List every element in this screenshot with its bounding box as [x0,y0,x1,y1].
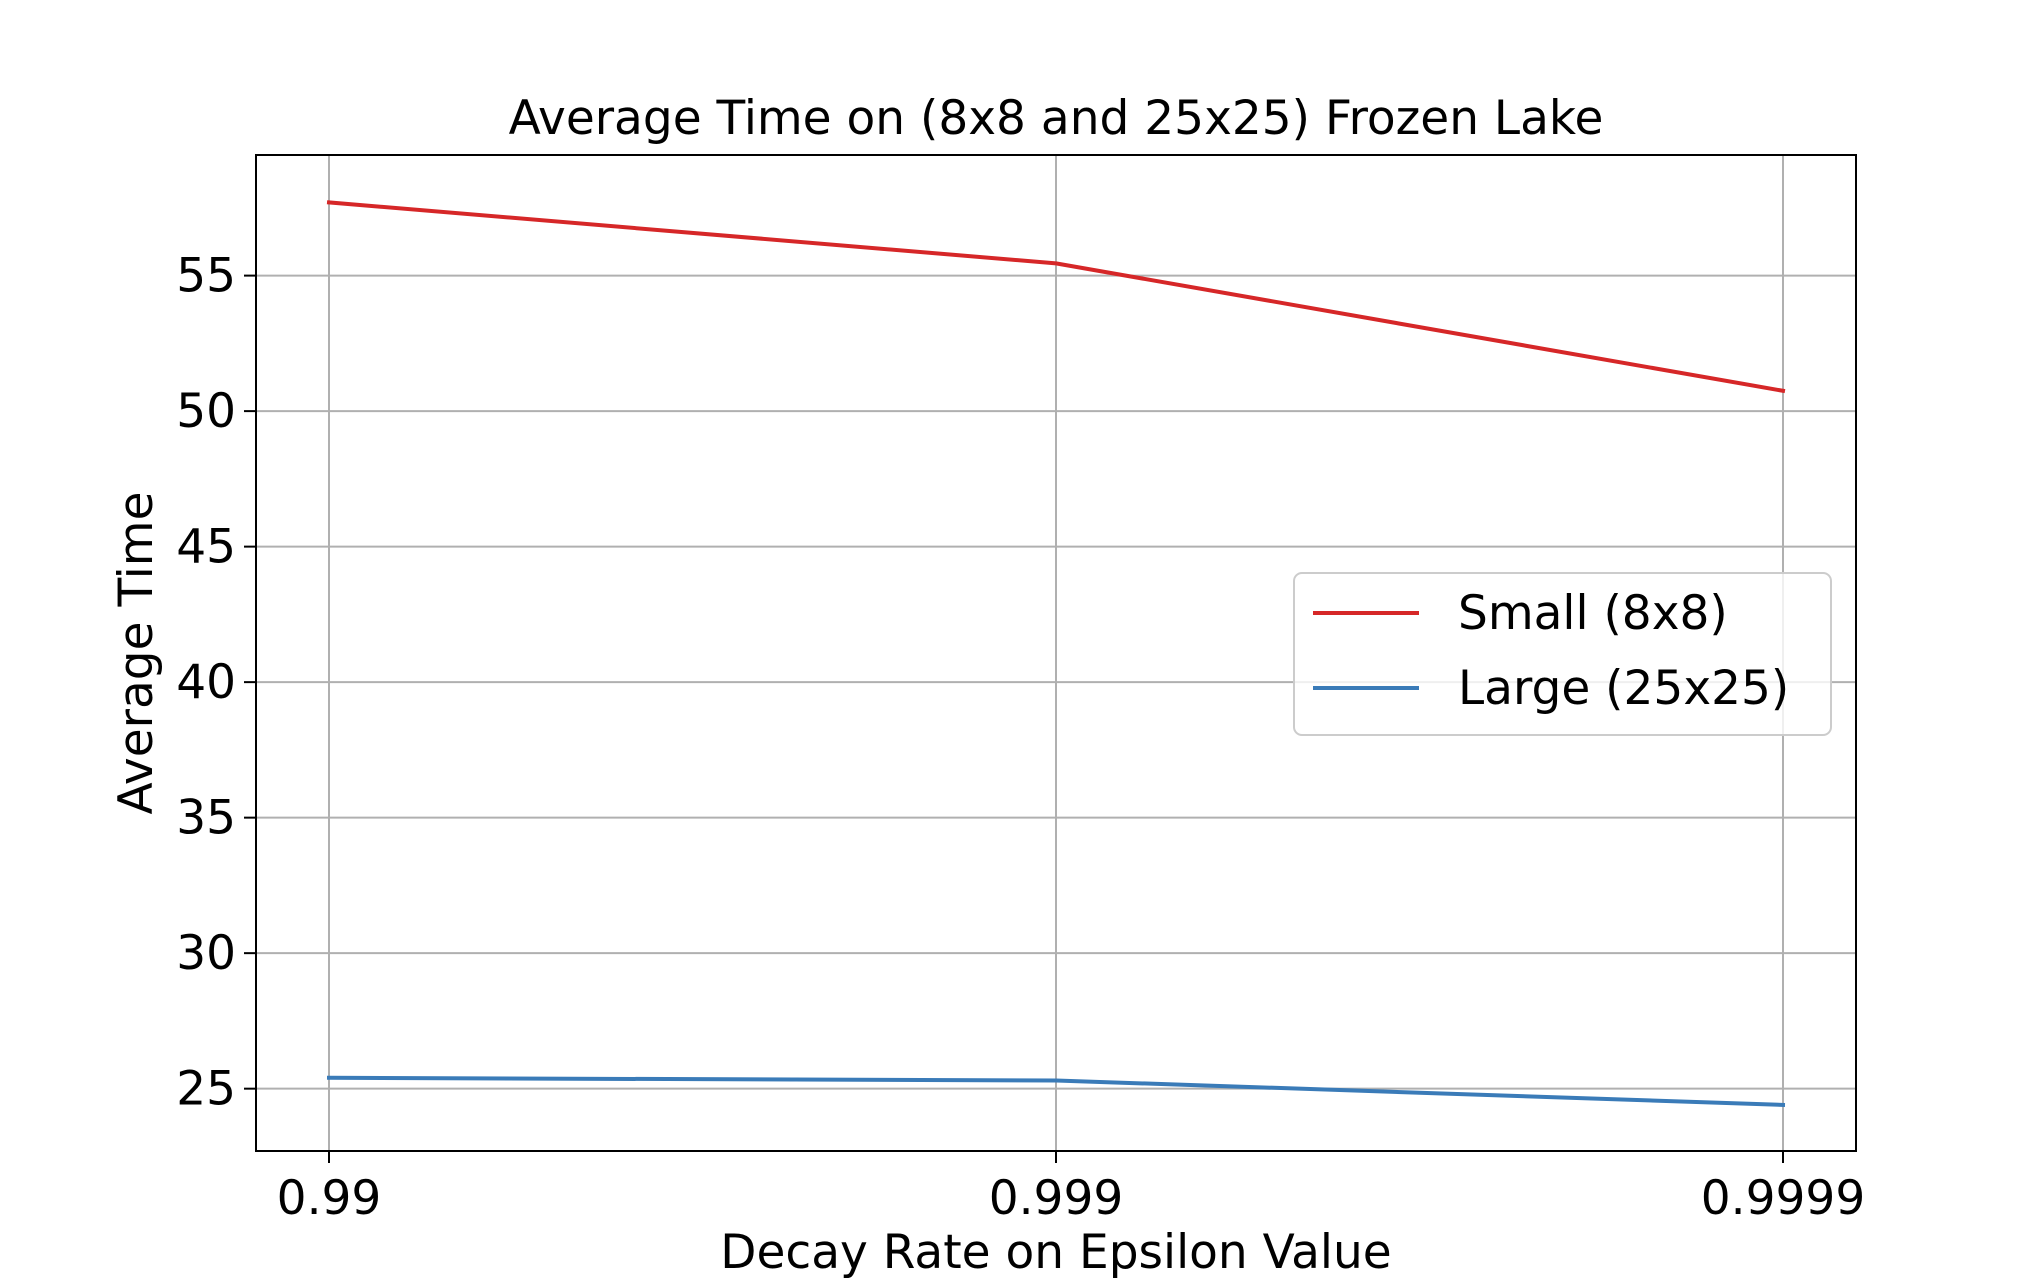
y-tick-label: 45 [176,520,236,575]
chart-title: Average Time on (8x8 and 25x25) Frozen L… [509,91,1604,146]
y-tick-label: 30 [176,926,236,981]
y-axis-label: Average Time [109,492,164,815]
legend: Small (8x8) Large (25x25) [1293,572,1832,736]
y-axis-ticks: 25 30 35 40 45 50 55 [176,249,256,1117]
series-lines [326,200,1786,1107]
legend-label: Small (8x8) [1458,586,1728,641]
x-tick-label: 0.9999 [1701,1171,1865,1226]
y-tick-label: 35 [176,791,236,846]
y-tick-label: 40 [176,655,236,710]
x-tick-label: 0.99 [277,1171,382,1226]
series-line-large [326,1075,1786,1107]
x-axis-ticks: 0.99 0.999 0.9999 [277,1151,1865,1226]
series-line-small [326,200,1786,394]
legend-box [1293,572,1832,736]
legend-label: Large (25x25) [1458,661,1789,716]
y-tick-label: 55 [176,249,236,304]
x-tick-label: 0.999 [989,1171,1124,1226]
x-axis-label: Decay Rate on Epsilon Value [720,1225,1391,1280]
y-tick-label: 50 [176,384,236,439]
y-tick-label: 25 [176,1062,236,1117]
